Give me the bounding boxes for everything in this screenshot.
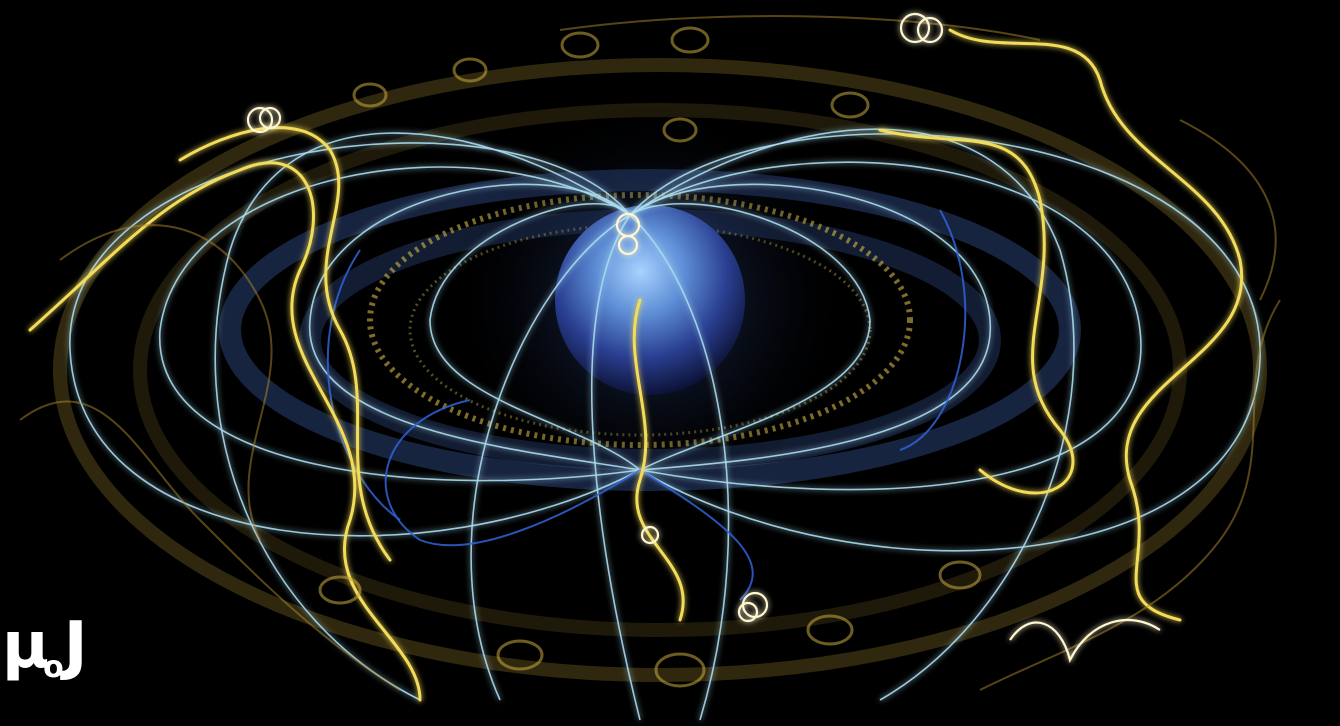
- deep-field-lines: [326, 209, 967, 601]
- faint-trail-cloud: [19, 15, 1281, 691]
- planet: [555, 205, 745, 395]
- logo-letter: J: [63, 609, 88, 683]
- logo-subscript: o: [43, 650, 64, 685]
- magnetic-field-lines: [69, 128, 1261, 721]
- outer-belt-clumps: [318, 26, 982, 688]
- logo-mu-symbol: μ: [2, 609, 49, 683]
- brand-logo: μoJ: [2, 609, 88, 694]
- helical-spirals: [246, 12, 1161, 664]
